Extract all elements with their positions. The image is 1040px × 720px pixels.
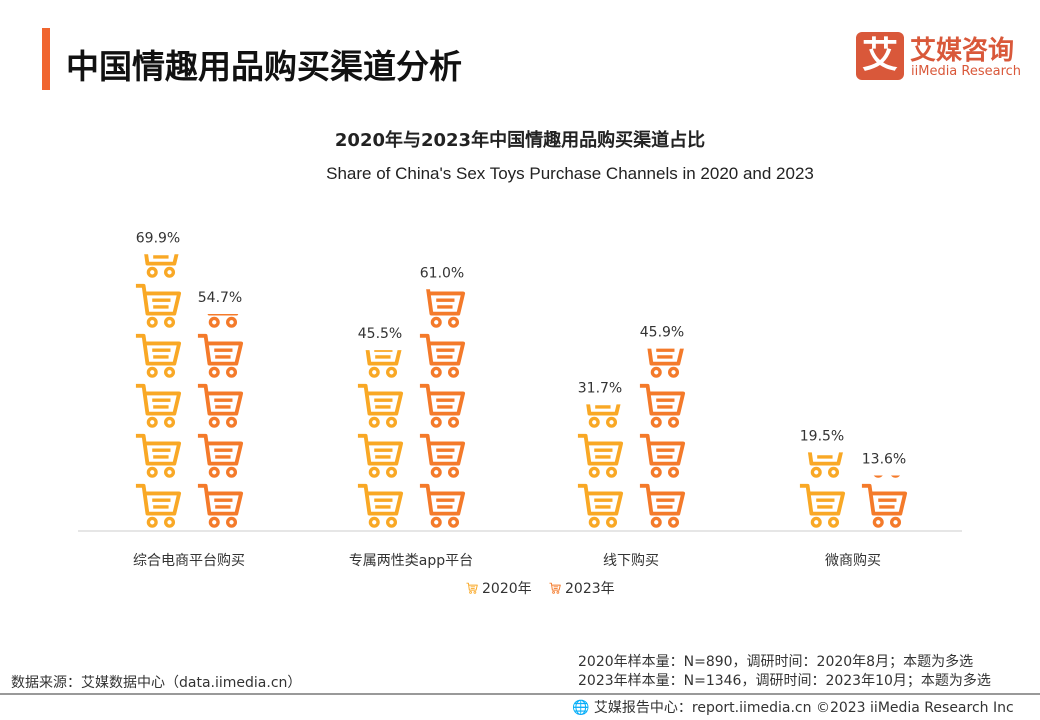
bar-0-3 bbox=[798, 452, 846, 529]
cart-icon bbox=[196, 383, 244, 429]
cart-icon bbox=[196, 333, 244, 379]
cart-icon bbox=[860, 483, 908, 529]
data-label: 13.6% bbox=[862, 452, 906, 468]
cart-icon bbox=[134, 483, 182, 529]
page-title: 中国情趣用品购买渠道分析 bbox=[66, 47, 462, 86]
cart-icon bbox=[638, 433, 686, 479]
bar-1-0 bbox=[196, 314, 244, 529]
cart-icon bbox=[576, 483, 624, 529]
data-label: 45.5% bbox=[358, 326, 402, 342]
cart-icon bbox=[418, 383, 466, 429]
bar-1-3 bbox=[860, 475, 908, 529]
cart-icon bbox=[134, 383, 182, 429]
report-link[interactable]: 艾媒报告中心：report.iimedia.cn ©2023 iiMedia R… bbox=[593, 700, 1014, 716]
cart-icon bbox=[356, 483, 404, 529]
cart-icon bbox=[576, 433, 624, 479]
logo-cn-text: 艾媒咨询 bbox=[910, 36, 1015, 66]
cart-icon bbox=[418, 289, 466, 329]
cart-icon bbox=[196, 483, 244, 529]
bar-0-2 bbox=[576, 404, 624, 529]
cart-icon bbox=[134, 333, 182, 379]
legend-item-1: 2023年 bbox=[549, 581, 615, 597]
cart-icon bbox=[356, 433, 404, 479]
bar-0-0 bbox=[134, 254, 182, 529]
bar-0-1 bbox=[356, 350, 404, 529]
cart-icon bbox=[418, 333, 466, 379]
logo-en-text: iiMedia Research bbox=[911, 64, 1022, 79]
source-text: 数据来源：艾媒数据中心（data.iimedia.cn） bbox=[11, 675, 302, 691]
data-label: 31.7% bbox=[578, 380, 622, 396]
category-label: 微商购买 bbox=[825, 553, 881, 569]
chart-subtitle: Share of China's Sex Toys Purchase Chann… bbox=[326, 164, 814, 183]
cart-icon bbox=[134, 433, 182, 479]
data-label: 69.9% bbox=[136, 230, 180, 246]
category-label: 专属两性类app平台 bbox=[349, 553, 473, 569]
cart-icon bbox=[638, 348, 686, 379]
pictogram-chart: 69.9% 45.5% 31.7% 19.5% 54.7% 61.0% 45.9% 13.6%… bbox=[78, 230, 962, 597]
data-label: 45.9% bbox=[640, 325, 684, 341]
cart-icon bbox=[418, 483, 466, 529]
logo-mark: 艾 bbox=[856, 32, 904, 80]
legend-label: 2020年 bbox=[482, 581, 532, 597]
cart-icon bbox=[196, 433, 244, 479]
sample-note-2023: 2023年样本量：N=1346，调研时间：2023年10月；本题为多选 bbox=[578, 673, 991, 689]
legend-item-0: 2020年 bbox=[466, 581, 532, 597]
sample-note-2020: 2020年样本量：N=890，调研时间：2020年8月；本题为多选 bbox=[578, 654, 974, 670]
data-label: 54.7% bbox=[198, 290, 242, 306]
bar-1-2 bbox=[638, 348, 686, 529]
cart-icon bbox=[638, 383, 686, 429]
footer-divider bbox=[0, 693, 1040, 695]
data-label: 61.0% bbox=[420, 265, 464, 281]
category-label: 综合电商平台购买 bbox=[133, 553, 245, 569]
cart-icon bbox=[418, 433, 466, 479]
legend-label: 2023年 bbox=[565, 581, 615, 597]
title-accent-bar bbox=[42, 28, 50, 90]
cart-icon bbox=[798, 483, 846, 529]
cart-icon bbox=[638, 483, 686, 529]
legend-cart-icon bbox=[549, 582, 561, 594]
legend-cart-icon bbox=[466, 582, 478, 594]
logo: 艾 艾媒咨询 iiMedia Research bbox=[856, 32, 1022, 84]
report-footer: 🌐 艾媒报告中心：report.iimedia.cn ©2023 iiMedia… bbox=[572, 697, 1014, 717]
category-label: 线下购买 bbox=[603, 553, 659, 569]
bar-1-1 bbox=[418, 289, 466, 529]
data-label: 19.5% bbox=[800, 428, 844, 444]
chart-title: 2020年与2023年中国情趣用品购买渠道占比 bbox=[334, 130, 706, 151]
cart-icon bbox=[356, 383, 404, 429]
cart-icon bbox=[134, 283, 182, 329]
globe-icon: 🌐 bbox=[572, 700, 590, 716]
